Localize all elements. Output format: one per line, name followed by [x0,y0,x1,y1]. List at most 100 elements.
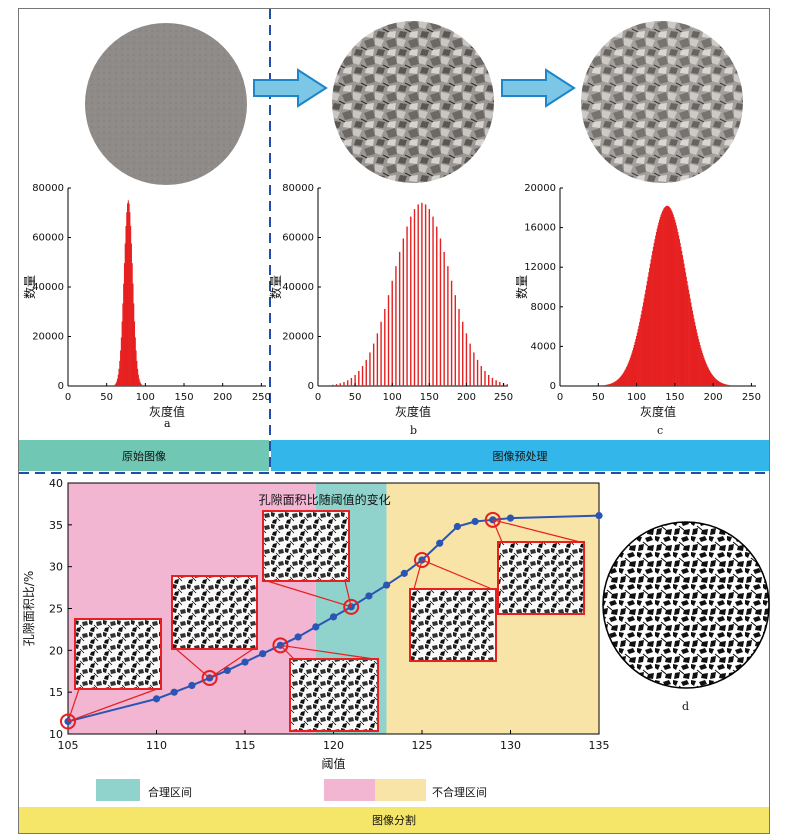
histogram-bar [658,222,660,386]
histogram-bar [380,321,382,386]
histogram-bar [713,376,715,386]
segmented-image [602,521,770,689]
histogram-bar [694,322,696,386]
histogram-bar [613,382,615,386]
callout-line [279,644,295,660]
histogram-bar [632,347,635,386]
histogram-bar [672,214,674,386]
histogram-bar [724,384,726,386]
histogram-bar [687,285,689,386]
histogram-bar [626,365,628,386]
legend-swatch-pink [324,779,375,801]
callout-line [209,648,254,679]
bars [603,205,731,386]
x-tick-label: 200 [457,392,476,403]
x-tick-label: 250 [494,392,513,403]
histogram-bar [662,209,664,386]
processed-image [581,21,743,183]
histogram-bar [650,259,652,386]
legend-unreasonable: 不合理区间 [432,786,487,799]
histogram-bar [604,385,606,386]
histogram-bar [631,352,633,386]
highlight-ring [414,551,430,568]
histogram-bar [611,383,613,386]
histogram-bar [621,374,623,386]
data-point [383,581,391,589]
y-tick-label: 20000 [524,183,556,194]
histogram-bar [424,204,427,386]
histogram-bar [609,383,611,386]
histogram-bar [619,377,621,386]
histogram-c: 0 50 100 150 200 250 0 4000 8000 12000 16000 20000 灰… [514,183,761,419]
x-tick-label: 150 [420,392,439,403]
legend-reasonable: 合理区间 [148,786,192,799]
histogram-bar [703,357,705,386]
x-tick-label: 200 [704,392,723,403]
data-point [170,688,178,696]
histogram-bar [402,238,405,386]
y-tick-label: 0 [550,381,556,392]
histogram-bar [343,381,345,386]
histogram-bar [634,342,636,386]
histogram-bar [495,380,497,386]
histogram-bar [719,382,721,386]
histogram-bar [646,281,648,386]
data-point [436,539,444,547]
histogram-bar [365,359,367,386]
histogram-bar [605,384,607,386]
histogram-bar [641,310,643,386]
histogram-bar [417,204,419,386]
histogram-bar [623,371,625,386]
histogram-bar [115,383,117,386]
histogram-bar [506,384,508,386]
histogram-bar [608,384,610,386]
x-tick-label: 120 [323,739,344,752]
histogram-bar [681,251,683,386]
band-original: 原始图像 [19,440,269,471]
histogram-bar [131,263,133,386]
legend-swatch-yellow [375,779,426,801]
histogram-bar [123,283,125,386]
figure-frame [18,8,770,834]
histogram-bar [726,384,728,386]
y-tick-label: 8000 [531,302,556,313]
histogram-bar [113,385,115,386]
histogram-bar [140,383,142,386]
histogram-bar [727,384,729,386]
histogram-bar [693,318,695,386]
histogram-bar [705,363,707,386]
histogram-bar [701,350,703,386]
x-tick-label: 110 [146,739,167,752]
y-tick-label: 0 [308,381,314,392]
highlight-ring [343,598,360,615]
histogram-bar [706,365,708,386]
histogram-bar [677,231,679,386]
histogram-bar [618,378,620,386]
histogram-bar [689,298,691,386]
histogram-bar [656,228,658,386]
x-tick-label: 50 [100,392,113,403]
inset-thumbnail [289,658,379,732]
histogram-bar [136,360,138,386]
x-tick-label: 115 [235,739,256,752]
histogram-bar [137,374,139,386]
histogram-bar [721,382,723,386]
histogram-bar [432,216,434,386]
bars [328,202,508,386]
histogram-bar [670,209,672,386]
histogram-bar [120,350,122,386]
histogram-bar [387,295,390,386]
histogram-bar [462,321,464,386]
x-tick-label: 250 [252,392,270,403]
data-point [365,592,373,600]
histogram-bar [628,361,630,386]
histogram-bar [616,379,618,386]
histogram-bar [120,337,122,386]
histogram-bar [714,378,716,386]
histogram-bar [662,210,664,386]
histogram-bar [692,314,694,386]
x-tick-label: 250 [742,392,761,403]
histogram-bar [672,212,674,386]
y-axis-label: 孔隙面积比/% [22,571,36,646]
histogram-bar [636,335,638,386]
